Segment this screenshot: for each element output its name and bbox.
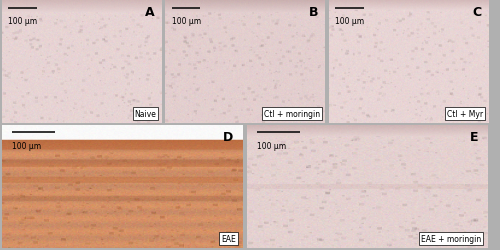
- Text: A: A: [146, 6, 155, 19]
- Text: EAE: EAE: [221, 234, 236, 243]
- Text: 100 μm: 100 μm: [12, 142, 41, 150]
- Text: E: E: [470, 130, 478, 143]
- Text: 100 μm: 100 μm: [335, 17, 364, 26]
- Text: Ctl + moringin: Ctl + moringin: [264, 110, 320, 119]
- Text: B: B: [309, 6, 318, 19]
- Text: 100 μm: 100 μm: [172, 17, 201, 26]
- Text: C: C: [472, 6, 482, 19]
- Text: 100 μm: 100 μm: [256, 142, 286, 150]
- Text: 100 μm: 100 μm: [8, 17, 38, 26]
- Text: Ctl + Myr: Ctl + Myr: [447, 110, 484, 119]
- Text: D: D: [223, 130, 234, 143]
- Text: Naive: Naive: [134, 110, 156, 119]
- Text: EAE + moringin: EAE + moringin: [420, 234, 481, 243]
